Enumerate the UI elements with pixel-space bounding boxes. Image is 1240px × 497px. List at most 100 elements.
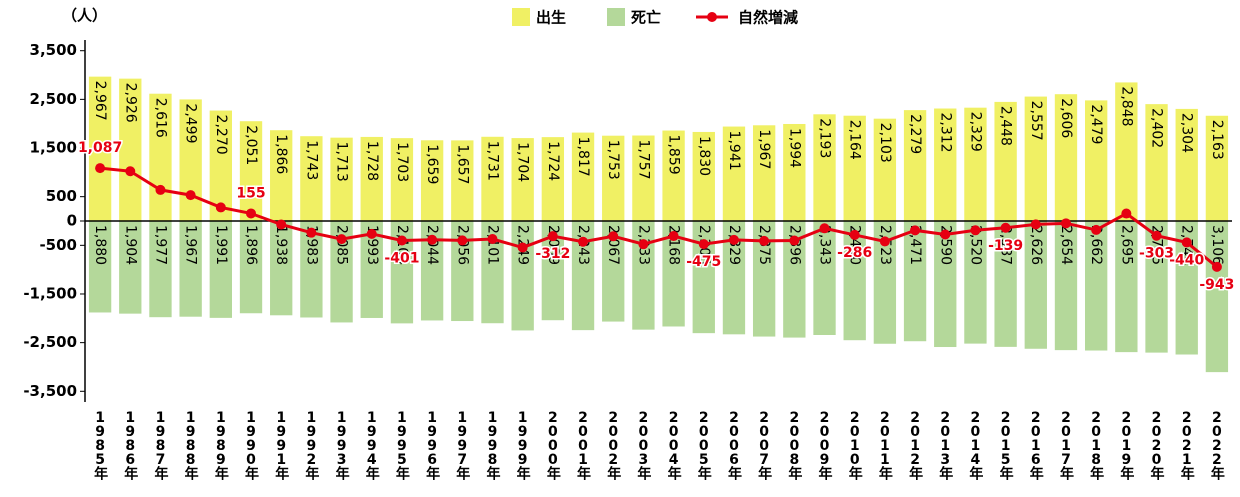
bar: [662, 221, 685, 327]
bar-value-label: 3,106: [1209, 225, 1225, 265]
line-point: [910, 225, 921, 236]
bar: [239, 221, 263, 314]
bar-value-label: 2,279: [907, 114, 923, 154]
bar: [481, 221, 504, 324]
bar-value-label: 2,163: [1209, 120, 1225, 160]
line-point: [728, 234, 739, 245]
bar-value-label: 1,967: [183, 225, 199, 265]
bar: [1054, 221, 1078, 351]
bar: [360, 136, 383, 221]
bar: [119, 221, 142, 314]
bar: [964, 107, 987, 221]
bar: [722, 221, 746, 335]
bar-value-label: 2,926: [122, 83, 138, 123]
bar: [360, 221, 383, 318]
line-point: [789, 235, 800, 246]
point-value-label: 155: [236, 185, 265, 201]
line-point: [759, 235, 770, 246]
bar: [179, 99, 202, 221]
bar-value-label: 2,967: [92, 81, 108, 121]
line-point: [427, 234, 438, 245]
bar: [1145, 104, 1168, 221]
bar-value-label: 1,991: [213, 225, 229, 265]
bar: [149, 221, 172, 318]
x-tick-label: 2015年: [998, 410, 1014, 481]
bar: [1205, 115, 1229, 221]
point-value-label: -312: [535, 246, 570, 262]
bar-value-label: 1,713: [334, 142, 350, 182]
bar: [692, 221, 715, 334]
bar: [179, 221, 202, 317]
x-tick-label: 1985年: [92, 410, 108, 481]
bar: [270, 221, 293, 316]
bar-value-label: 2,606: [1058, 98, 1074, 138]
bar: [602, 221, 625, 322]
line-point: [276, 219, 287, 230]
bar-value-label: 1,994: [786, 128, 802, 168]
bar: [571, 221, 595, 331]
line-point: [608, 231, 619, 242]
point-value-label: -401: [384, 251, 419, 267]
line-point: [457, 235, 468, 246]
bar: [1115, 82, 1138, 222]
x-tick-label: 2018年: [1088, 410, 1104, 481]
bar-value-label: 1,704: [515, 142, 531, 182]
y-tick-label: -1,500: [23, 284, 77, 302]
x-tick-label: 2017年: [1058, 410, 1074, 481]
bar-value-label: 2,626: [1028, 225, 1044, 265]
x-tick-label: 1991年: [273, 410, 289, 481]
point-value-label: -286: [837, 245, 872, 261]
legend-label: 自然増減: [738, 9, 798, 27]
line-point: [336, 234, 347, 245]
bar-value-label: 2,520: [967, 225, 983, 265]
x-tick-label: 1986年: [122, 410, 138, 481]
x-tick-label: 2022年: [1209, 410, 1225, 481]
bar-value-label: 2,471: [907, 225, 923, 265]
x-tick-label: 1987年: [152, 410, 168, 481]
bar-value-label: 2,085: [334, 225, 350, 265]
bar-value-label: 2,304: [1179, 113, 1195, 153]
bar: [1175, 108, 1198, 221]
bar-value-label: 2,402: [1149, 108, 1165, 148]
line-point: [396, 235, 407, 246]
bar: [571, 132, 595, 221]
y-tick-label: 3,500: [30, 41, 77, 59]
bar: [813, 221, 836, 336]
legend-label: 出生: [536, 9, 566, 27]
bar-value-label: 2,044: [424, 225, 440, 265]
bar: [451, 140, 474, 221]
x-tick-label: 2010年: [847, 410, 863, 481]
line-point: [547, 231, 558, 242]
bar: [420, 221, 444, 321]
bar-value-label: 2,329: [726, 225, 742, 265]
legend-swatch: [512, 8, 530, 26]
y-tick-label: -500: [39, 236, 77, 254]
x-tick-label: 2005年: [696, 410, 712, 481]
line-point: [306, 227, 317, 238]
bar: [511, 138, 534, 221]
legend-label: 死亡: [631, 9, 661, 27]
bar: [843, 221, 866, 341]
line-point: [698, 239, 709, 250]
bar: [752, 125, 776, 221]
bar: [1024, 96, 1047, 221]
x-tick-label: 2002年: [605, 410, 621, 481]
line-point: [155, 184, 166, 195]
point-value-label: -440: [1169, 252, 1204, 268]
line-point: [668, 231, 679, 242]
legend-swatch: [707, 12, 717, 22]
x-tick-label: 1994年: [364, 410, 380, 481]
bar-value-label: 2,168: [666, 225, 682, 265]
bar-value-label: 2,343: [817, 225, 833, 265]
x-tick-label: 1998年: [484, 410, 500, 481]
bar-value-label: 1,941: [726, 131, 742, 171]
point-value-label: -303: [1139, 246, 1174, 262]
bar: [964, 221, 987, 344]
bar-value-label: 1,866: [273, 134, 289, 174]
x-tick-label: 1990年: [243, 410, 259, 481]
line-point: [1151, 230, 1162, 241]
bar: [662, 130, 685, 221]
point-value-label: -475: [686, 254, 721, 270]
line-point: [819, 223, 830, 234]
bar-value-label: 1,830: [696, 136, 712, 176]
